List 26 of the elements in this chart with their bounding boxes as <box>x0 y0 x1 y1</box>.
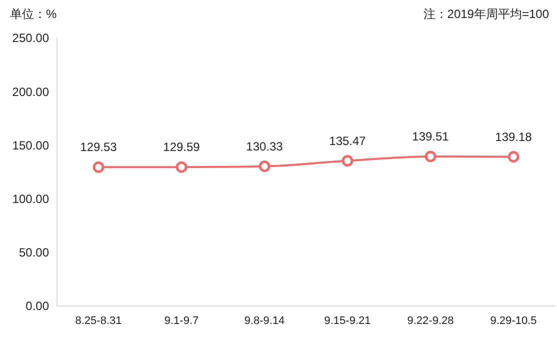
x-tick-label: 9.8-9.14 <box>244 315 285 327</box>
point <box>258 160 270 172</box>
y-tick-label: 200.00 <box>12 84 50 99</box>
point <box>342 155 354 167</box>
data-label: 129.53 <box>80 140 118 154</box>
y-tick-label: 100.00 <box>12 192 50 206</box>
x-tick-label: 9.1-9.7 <box>164 315 199 327</box>
y-axis-title: 单位：% <box>10 7 57 21</box>
point <box>92 161 104 173</box>
data-label: 130.33 <box>246 139 284 154</box>
text: 注：2019年周平均=100 <box>423 7 550 21</box>
x-tick-label: 8.25-8.31 <box>75 315 122 327</box>
point <box>176 161 188 173</box>
data-label: 129.59 <box>163 140 200 154</box>
x-tick-label: 9.15-9.21 <box>324 315 371 327</box>
y-tick-label: 50.00 <box>18 246 50 260</box>
x-tick-label: 9.22-9.28 <box>407 315 454 327</box>
y-tick-label: 0.00 <box>26 299 50 314</box>
data-label: 139.18 <box>495 130 532 144</box>
x-tick-label: 9.29-10.5 <box>490 315 537 327</box>
point <box>508 151 520 163</box>
y-tick-label: 250.00 <box>12 31 50 46</box>
point <box>424 150 436 162</box>
y-tick-label: 150.00 <box>12 138 50 152</box>
data-label: 139.51 <box>412 129 450 144</box>
data-label: 135.47 <box>329 134 366 148</box>
